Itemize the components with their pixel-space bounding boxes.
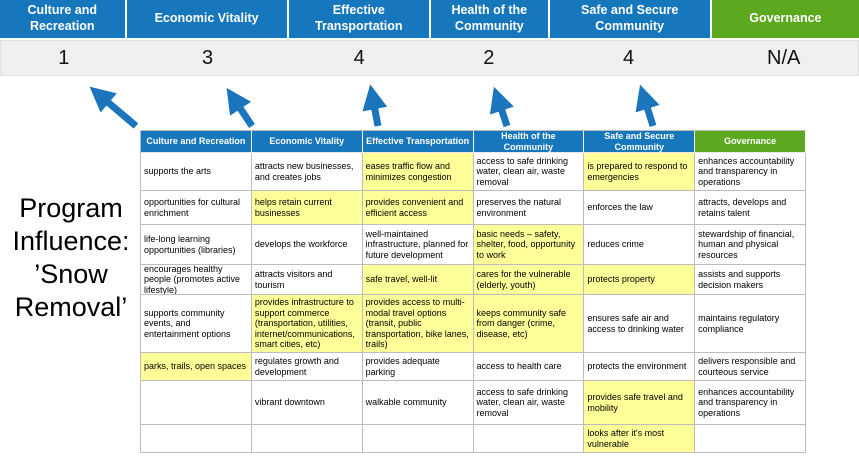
matrix-cell: protects property: [584, 265, 696, 295]
matrix-cell: access to safe drinking water, clean air…: [473, 381, 585, 425]
matrix-cell: walkable community: [362, 381, 474, 425]
arrow-safe-icon: [635, 84, 660, 128]
matrix-cell: access to health care: [473, 353, 585, 381]
scoreboard-header-band: Culture and Recreation Economic Vitality E…: [0, 0, 859, 38]
score-grid: 1 3 4 2 4 N/A: [1, 41, 858, 75]
matrix-cell: [473, 425, 585, 453]
score-value: 1: [58, 46, 70, 69]
matrix-cell: stewardship of financial, human and phys…: [695, 225, 806, 265]
matrix-cell: cares for the vulnerable (elderly, youth…: [473, 265, 585, 295]
scoreboard-header: Governance: [711, 0, 859, 38]
matrix-cell: reduces crime: [584, 225, 696, 265]
matrix-cell: develops the workforce: [251, 225, 363, 265]
matrix-cell: attracts new businesses, and creates job…: [251, 153, 363, 191]
matrix-cell: encourages healthy people (promotes acti…: [141, 265, 252, 295]
scoreboard-header: Health of the Community: [430, 0, 548, 38]
matrix-cell: eases traffic flow and minimizes congest…: [362, 153, 474, 191]
matrix-cell: safe travel, well-lit: [362, 265, 474, 295]
matrix-cell: supports the arts: [141, 153, 252, 191]
matrix-column-header: Economic Vitality: [251, 131, 363, 153]
matrix-cell: [141, 425, 252, 453]
matrix-cell: [251, 425, 363, 453]
matrix-cell: provides adequate parking: [362, 353, 474, 381]
program-title: Program Influence: ’Snow Removal’: [12, 193, 130, 322]
matrix-cell: keeps community safe from danger (crime,…: [473, 295, 585, 353]
matrix-cell: assists and supports decision makers: [695, 265, 806, 295]
matrix-column-header: Effective Transportation: [362, 131, 474, 153]
matrix-cell: provides infrastructure to support comme…: [251, 295, 363, 353]
matrix-cell: supports community events, and entertain…: [141, 295, 252, 353]
scoreboard-header: Safe and Secure Community: [549, 0, 710, 38]
matrix-cell: well-maintained infrastructure, planned …: [362, 225, 474, 265]
matrix-cell: enhances accountability and transparency…: [695, 153, 806, 191]
matrix-cell: provides access to multi-modal travel op…: [362, 295, 474, 353]
arrow-transportation-icon: [362, 84, 388, 127]
matrix-cell: looks after it's most vulnerable: [584, 425, 696, 453]
matrix-cell: provides convenient and efficient access: [362, 191, 474, 225]
matrix-cell: access to safe drinking water, clean air…: [473, 153, 585, 191]
matrix-cell: ensures safe air and access to drinking …: [584, 295, 696, 353]
matrix-column-header: Culture and Recreation: [141, 131, 252, 153]
score-band: 1 3 4 2 4 N/A: [0, 40, 859, 76]
score-value: N/A: [767, 46, 801, 69]
matrix-cell: opportunities for cultural enrichment: [141, 191, 252, 225]
score-value: 3: [201, 46, 214, 69]
scoreboard-header: Effective Transportation: [288, 0, 429, 38]
matrix-cell: is prepared to respond to emergencies: [584, 153, 696, 191]
arrow-health-icon: [489, 86, 514, 128]
matrix-cell: life-long learning opportunities (librar…: [141, 225, 252, 265]
scoreboard-header: Culture and Recreation: [0, 0, 125, 38]
matrix-cell: basic needs – safety, shelter, food, opp…: [473, 225, 585, 265]
matrix-cell: enforces the law: [584, 191, 696, 225]
matrix-cell: provides safe travel and mobility: [584, 381, 696, 425]
arrow-economic-icon: [226, 87, 255, 128]
matrix-cell: helps retain current businesses: [251, 191, 363, 225]
matrix-cell: maintains regulatory compliance: [695, 295, 806, 353]
matrix-cell: regulates growth and development: [251, 353, 363, 381]
matrix-cell: preserves the natural environment: [473, 191, 585, 225]
matrix-cell: attracts visitors and tourism: [251, 265, 363, 295]
matrix-cell: delivers responsible and courteous servi…: [695, 353, 806, 381]
matrix-cell: parks, trails, open spaces: [141, 353, 252, 381]
scoreboard-header: Economic Vitality: [126, 0, 287, 38]
influence-arrows: [89, 84, 660, 129]
matrix-cell: [141, 381, 252, 425]
matrix-cell: enhances accountability and transparency…: [695, 381, 806, 425]
matrix-cell: [362, 425, 474, 453]
score-value: 4: [622, 46, 635, 69]
matrix-cell: vibrant downtown: [251, 381, 363, 425]
score-value: 4: [353, 46, 365, 69]
matrix-cell: attracts, develops and retains talent: [695, 191, 806, 225]
matrix-column-header: Safe and Secure Community: [584, 131, 696, 153]
matrix-column-header: Health of the Community: [473, 131, 585, 153]
arrow-culture-icon: [89, 86, 139, 129]
influence-matrix: Culture and Recreation Economic Vitality E…: [140, 130, 806, 453]
score-value: 2: [483, 46, 495, 69]
matrix-column-header: Governance: [695, 131, 806, 153]
matrix-cell: protects the environment: [584, 353, 696, 381]
matrix-cell: [695, 425, 806, 453]
